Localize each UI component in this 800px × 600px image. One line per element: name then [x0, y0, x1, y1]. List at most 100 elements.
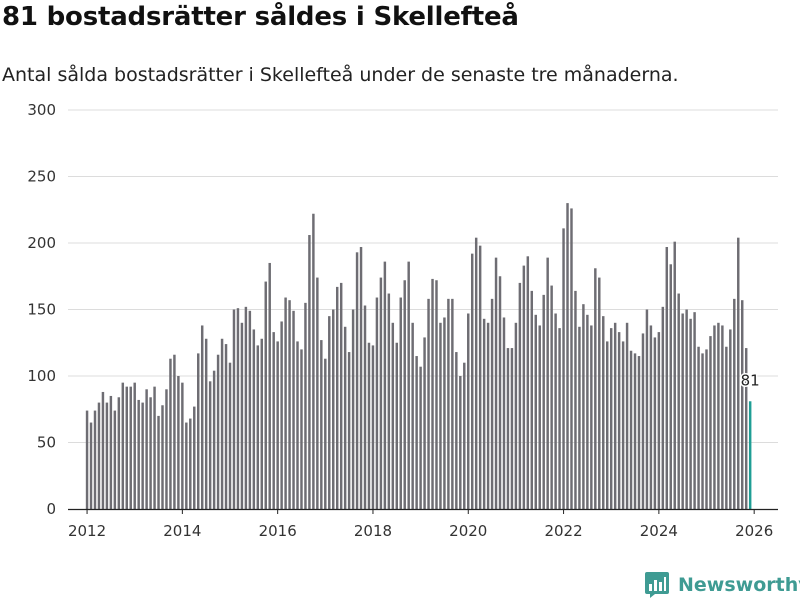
bar [308, 235, 311, 509]
bar [200, 325, 204, 509]
bar [411, 322, 414, 509]
bar [530, 290, 534, 509]
bar [562, 228, 565, 509]
bar [443, 317, 446, 509]
bar [744, 348, 748, 509]
bar [117, 397, 121, 509]
bar [371, 345, 375, 509]
bar [89, 422, 93, 509]
bar [216, 354, 220, 509]
bar [125, 386, 128, 509]
bar [145, 389, 148, 509]
bar [506, 348, 510, 509]
x-tick-label: 2012 [68, 522, 106, 540]
bar [193, 406, 196, 509]
bar [292, 310, 295, 509]
bar [324, 358, 327, 509]
bar [649, 325, 653, 509]
bar [665, 246, 669, 510]
bar [105, 402, 109, 509]
bar [717, 322, 720, 509]
bar [220, 338, 224, 509]
bar [729, 329, 732, 509]
bar [328, 316, 331, 509]
last-value-label: 81 [741, 371, 760, 389]
bar [379, 277, 383, 509]
bar [661, 306, 665, 509]
bar [403, 280, 406, 509]
bar [733, 298, 736, 509]
bar [451, 298, 454, 509]
bar [181, 382, 184, 509]
bar [514, 322, 518, 509]
bar [137, 399, 140, 509]
bar [578, 326, 581, 509]
newsworthy-logo-icon [645, 572, 669, 598]
bar [657, 332, 661, 509]
bar [590, 325, 593, 509]
chart-title: 81 bostadsrätter såldes i Skellefteå [2, 2, 519, 32]
annotations: 81 [739, 370, 761, 391]
bar [288, 300, 291, 509]
bar [482, 318, 486, 509]
bar [498, 276, 502, 509]
bar [522, 265, 526, 509]
bar [609, 328, 613, 509]
x-tick-label: 2026 [735, 522, 773, 540]
bar [463, 362, 466, 509]
x-axis: 2012 2014 2016 2018 2020 2022 2024 2026 [68, 508, 778, 540]
bar [629, 350, 633, 509]
bar [316, 277, 319, 509]
bar [387, 293, 391, 509]
bar [173, 354, 176, 509]
bar [161, 405, 164, 509]
x-tick-label: 2020 [449, 522, 487, 540]
bar [550, 285, 553, 509]
bar-series [85, 203, 752, 510]
bar [85, 410, 89, 509]
x-tick-label: 2014 [163, 522, 201, 540]
bar [339, 282, 343, 509]
bar [633, 353, 637, 509]
bar [177, 376, 180, 509]
bar [673, 241, 676, 510]
bar [641, 333, 645, 509]
y-axis: 0 50 100 150 200 250 300 [27, 101, 56, 518]
bar [153, 386, 156, 509]
bar [224, 344, 228, 509]
bar [645, 309, 649, 509]
bar [447, 298, 450, 509]
chart-subtitle: Antal sålda bostadsrätter i Skellefteå u… [2, 64, 679, 86]
bar [510, 348, 514, 509]
bar [490, 298, 494, 509]
bar [586, 314, 589, 509]
bar [518, 282, 522, 509]
bar [574, 290, 577, 509]
bar [185, 422, 188, 509]
bar [97, 402, 101, 509]
bar [478, 245, 482, 509]
bar [264, 281, 267, 509]
bar [697, 346, 700, 509]
bar [459, 376, 462, 509]
y-tick-label: 100 [27, 367, 56, 385]
bar [395, 342, 399, 509]
x-tick-label: 2018 [354, 522, 392, 540]
bar [320, 340, 323, 509]
bar [709, 336, 712, 509]
bar [538, 325, 541, 509]
bar [260, 338, 263, 509]
bar [685, 309, 688, 509]
bar [439, 322, 442, 509]
bar [304, 302, 307, 509]
bar [653, 337, 657, 509]
bar [546, 257, 549, 509]
bar [625, 322, 629, 509]
bar [133, 382, 136, 509]
bar [554, 313, 557, 509]
bar [359, 246, 363, 510]
bar [399, 297, 402, 509]
bar [300, 349, 303, 509]
bar [355, 252, 359, 509]
